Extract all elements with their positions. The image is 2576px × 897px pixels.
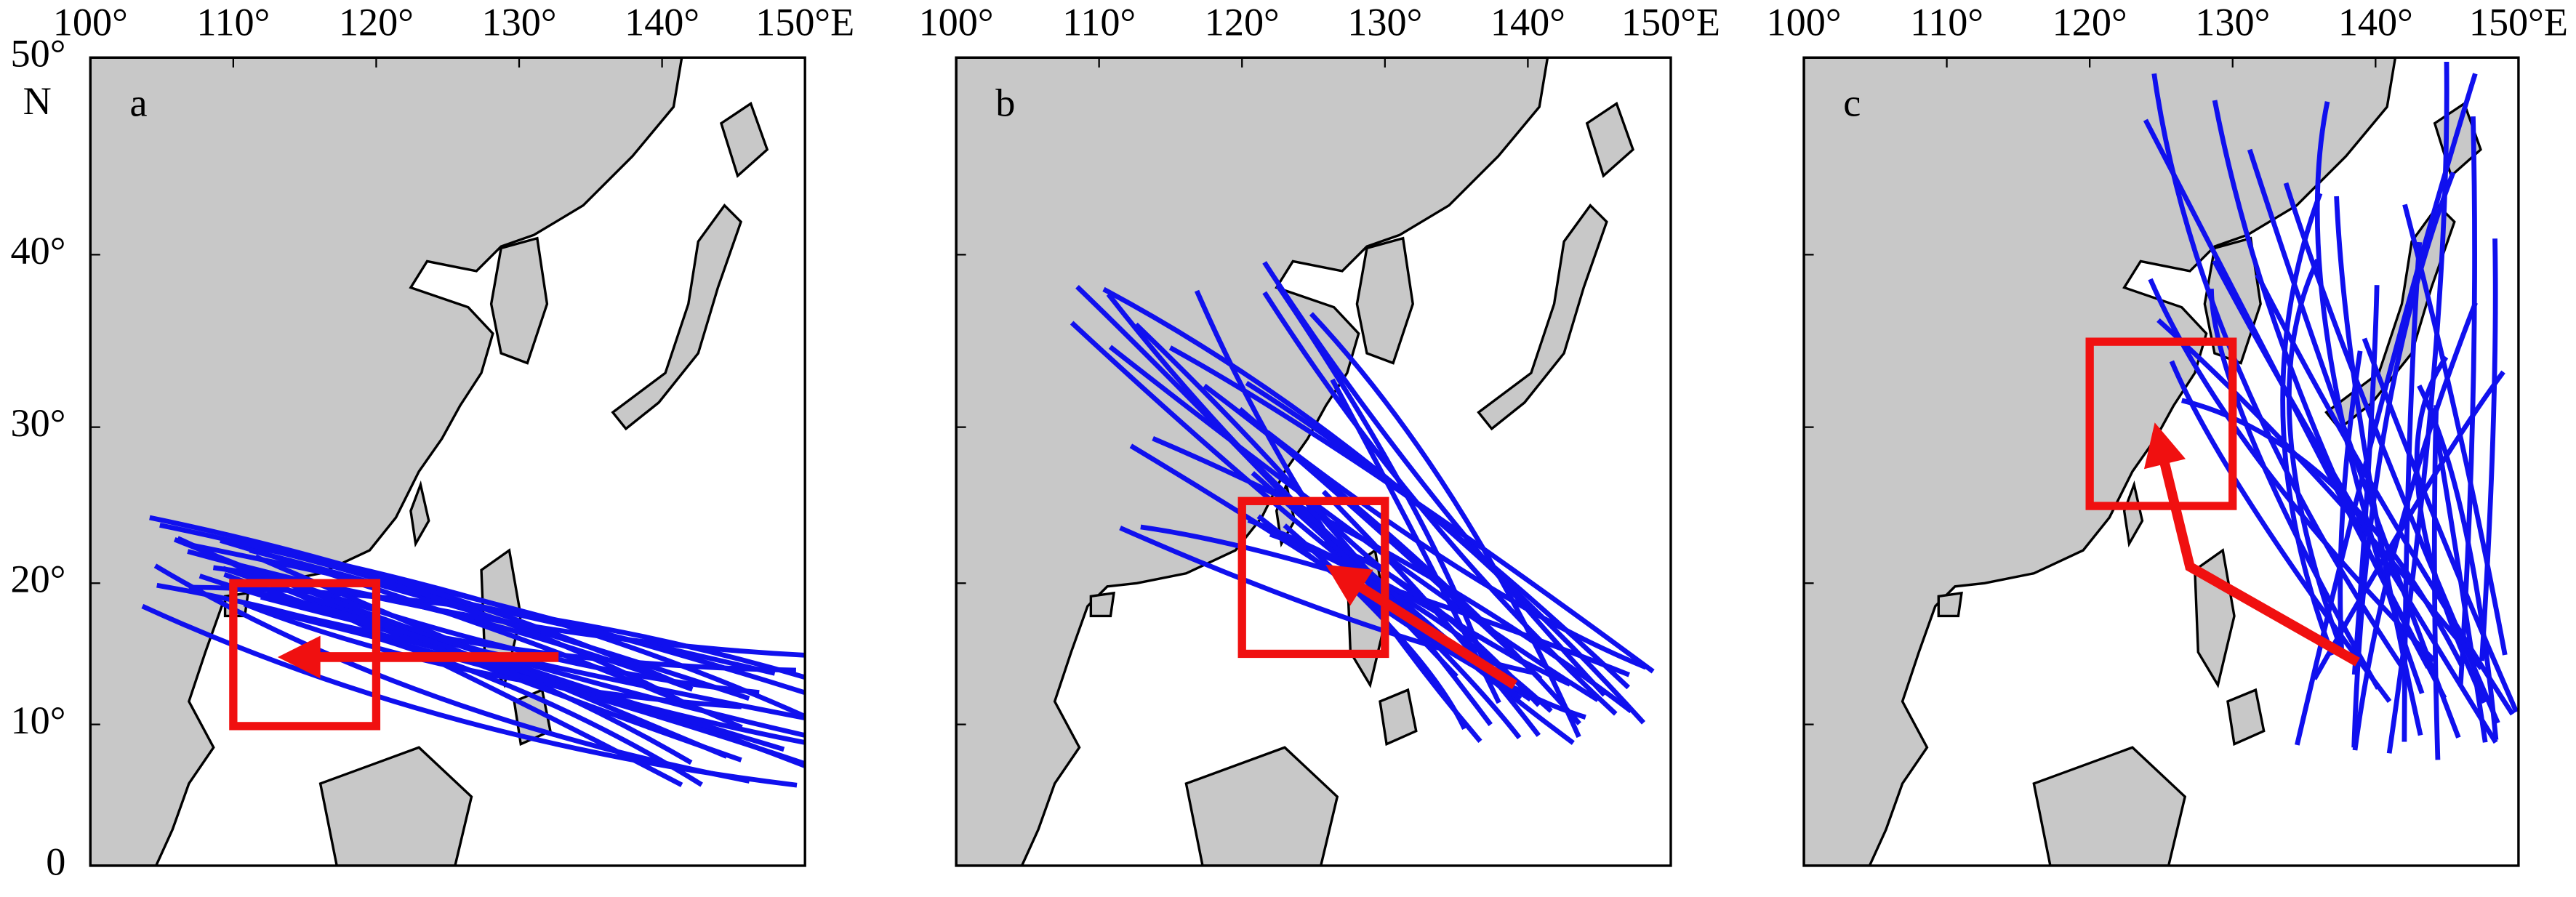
panel-label: c bbox=[1843, 81, 1861, 124]
typhoon-track bbox=[1275, 283, 1494, 686]
arrow-head bbox=[1325, 564, 1373, 606]
typhoon-track bbox=[156, 582, 703, 787]
x-tick-label: 130° bbox=[1347, 1, 1422, 44]
typhoon-track bbox=[1321, 489, 1541, 737]
x-tick-label: 150°E bbox=[755, 1, 854, 44]
panel-frame bbox=[955, 56, 1672, 867]
x-tick-label: 120° bbox=[339, 1, 414, 44]
typhoon-track bbox=[2247, 148, 2461, 739]
y-tick-label: 30° bbox=[10, 401, 65, 445]
typhoon-track bbox=[222, 566, 806, 739]
map-area bbox=[90, 57, 806, 866]
typhoon-track bbox=[2334, 196, 2423, 736]
x-tick-label: 150°E bbox=[2469, 1, 2568, 44]
x-tick-label: 100° bbox=[919, 1, 994, 44]
y-tick-label: 10° bbox=[10, 699, 65, 742]
x-tick-label: 150°E bbox=[1621, 1, 1720, 44]
north-label: N bbox=[23, 79, 52, 123]
typhoon-track bbox=[198, 574, 796, 673]
typhoon-track bbox=[2351, 172, 2456, 748]
x-tick-label: 140° bbox=[1490, 1, 1565, 44]
typhoon-track bbox=[2338, 350, 2363, 652]
region-box bbox=[1237, 496, 1389, 659]
typhoon-track bbox=[2156, 318, 2484, 670]
movement-arrow bbox=[2152, 430, 2360, 667]
x-tick-label: 110° bbox=[196, 1, 270, 44]
x-tick-label: 100° bbox=[1766, 1, 1841, 44]
typhoon-track bbox=[2414, 355, 2487, 704]
x-tick-label: 140° bbox=[2338, 1, 2413, 44]
y-tick-label: 20° bbox=[10, 558, 65, 601]
typhoon-track bbox=[2212, 100, 2431, 669]
x-tick-label: 110° bbox=[1910, 1, 1983, 44]
typhoon-track bbox=[1203, 383, 1581, 725]
typhoon-track bbox=[2169, 360, 2392, 704]
typhoon-track bbox=[2209, 289, 2380, 690]
region-box bbox=[2085, 337, 2237, 510]
panel-frame bbox=[1802, 56, 2520, 867]
x-tick-label: 110° bbox=[1062, 1, 1136, 44]
map-area bbox=[1804, 57, 2519, 866]
typhoon-track bbox=[1262, 291, 1618, 716]
typhoon-track bbox=[153, 563, 750, 784]
y-tick-label: 0 bbox=[46, 840, 65, 883]
x-tick-label: 120° bbox=[1205, 1, 1280, 44]
panel-frame bbox=[89, 56, 806, 867]
typhoon-track bbox=[2280, 192, 2335, 656]
typhoon-track bbox=[2151, 73, 2410, 677]
typhoon-track bbox=[2457, 116, 2477, 687]
typhoon-track bbox=[2479, 238, 2498, 661]
typhoon-track bbox=[149, 515, 685, 688]
panel-label: b bbox=[995, 81, 1015, 124]
typhoon-track bbox=[1266, 430, 1648, 670]
arrow-head bbox=[2143, 422, 2186, 470]
y-tick-label: 40° bbox=[10, 229, 65, 273]
x-tick-label: 140° bbox=[625, 1, 699, 44]
arrow-head bbox=[277, 635, 321, 679]
typhoon-track bbox=[1102, 286, 1646, 725]
typhoon-track bbox=[1152, 436, 1633, 714]
y-tick-label: 50° bbox=[10, 32, 65, 76]
map-area bbox=[956, 57, 1671, 866]
typhoon-track bbox=[229, 538, 806, 720]
typhoon-track bbox=[2148, 278, 2436, 662]
x-tick-label: 120° bbox=[2053, 1, 2127, 44]
x-tick-label: 100° bbox=[53, 1, 128, 44]
x-tick-label: 130° bbox=[2195, 1, 2270, 44]
panel-label: a bbox=[130, 81, 148, 124]
typhoon-track bbox=[1256, 514, 1586, 720]
x-tick-label: 130° bbox=[482, 1, 557, 44]
typhoon-track bbox=[1309, 312, 1581, 739]
typhoon-track bbox=[2386, 61, 2449, 754]
movement-arrow bbox=[1331, 566, 1517, 690]
